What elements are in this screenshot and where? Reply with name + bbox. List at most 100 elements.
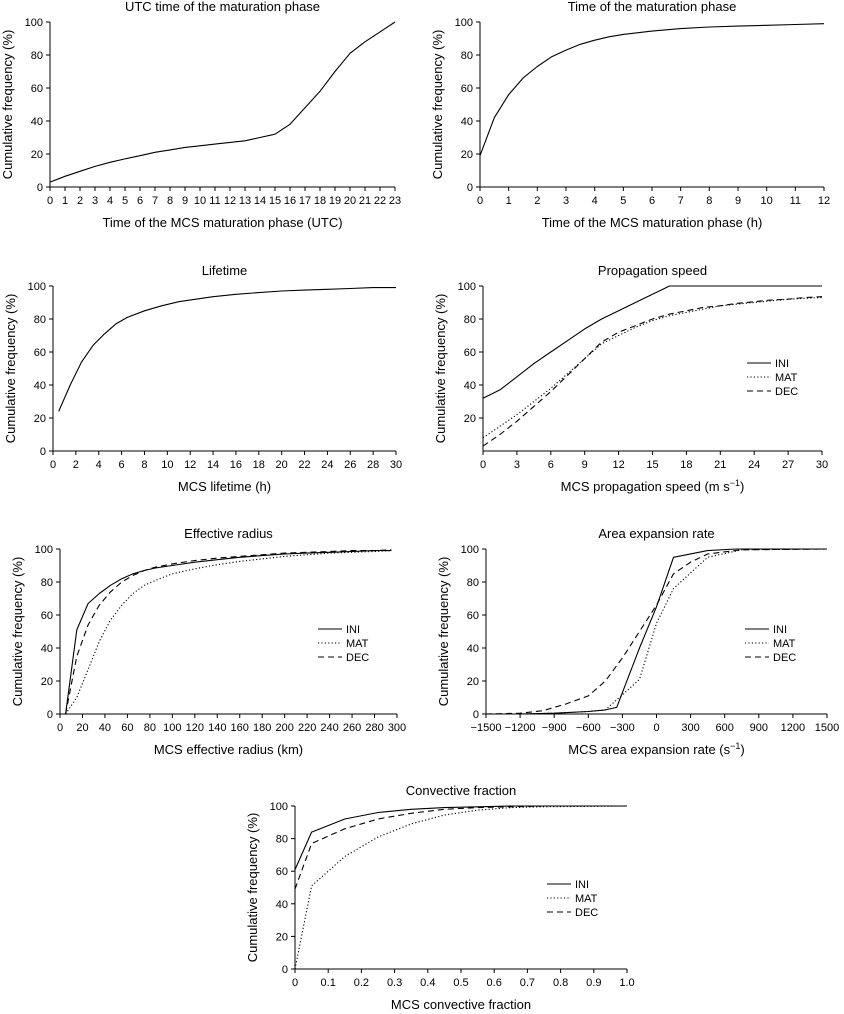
series-line-ini: [486, 548, 827, 715]
x-tick-label: 0.4: [420, 977, 435, 989]
x-tick-label: 4: [107, 195, 113, 207]
x-tick-label: 3: [563, 195, 569, 207]
legend: INI MAT DEC: [318, 624, 369, 664]
x-tick-label: 260: [343, 722, 361, 734]
y-tick-label: 20: [467, 676, 479, 688]
x-tick-label: 27: [782, 459, 794, 471]
y-tick-label: 40: [276, 899, 288, 911]
y-axis-label: Cumulative frequency (%): [436, 557, 451, 707]
chart-title: UTC time of the maturation phase: [125, 0, 320, 14]
x-tick-label: 120: [186, 722, 204, 734]
y-tick-label: 80: [41, 577, 53, 589]
x-tick-label: 220: [298, 722, 316, 734]
y-tick-label: 60: [276, 866, 288, 878]
x-tick-label: 2: [77, 195, 83, 207]
x-tick-label: 240: [320, 722, 338, 734]
x-tick-label: −1200: [505, 722, 536, 734]
x-tick-label: 7: [152, 195, 158, 207]
x-tick-label: −600: [576, 722, 601, 734]
x-tick-label: 15: [269, 195, 281, 207]
x-tick-label: 1200: [781, 722, 805, 734]
y-tick-label: 80: [464, 314, 476, 326]
legend: INI MAT DEC: [747, 358, 798, 398]
x-axis-label-text: MCS lifetime (h): [178, 479, 271, 494]
x-tick-label: 5: [620, 195, 626, 207]
x-tick-label: 9: [735, 195, 741, 207]
x-tick-label: 8: [141, 459, 147, 471]
legend-label-mat: MAT: [775, 372, 798, 384]
chart-mat: Time of the maturation phase020406080100…: [430, 0, 830, 230]
x-tick-label: 1: [62, 195, 68, 207]
y-tick-label: 80: [34, 314, 46, 326]
x-tick-label: 10: [194, 195, 206, 207]
x-tick-label: 9: [582, 459, 588, 471]
y-tick-label: 20: [34, 413, 46, 425]
x-tick-label: 1: [506, 195, 512, 207]
x-tick-label: 18: [680, 459, 692, 471]
x-tick-label: 30: [390, 459, 402, 471]
series-line-mat: [65, 550, 392, 715]
x-tick-label: 0.3: [387, 977, 402, 989]
x-tick-label: 16: [230, 459, 242, 471]
x-tick-label: 22: [374, 195, 386, 207]
legend-label-ini: INI: [346, 624, 360, 636]
legend: INI MAT DEC: [745, 624, 796, 664]
x-axis-label-tail: ): [740, 479, 744, 494]
x-tick-label: 0.7: [520, 977, 535, 989]
legend-label-dec: DEC: [575, 907, 598, 919]
y-tick-label: 40: [467, 643, 479, 655]
series-line-mat: [486, 548, 828, 715]
x-tick-label: 140: [208, 722, 226, 734]
x-tick-label: 14: [207, 459, 219, 471]
x-tick-label: 11: [209, 195, 220, 207]
x-tick-label: 0.5: [453, 977, 468, 989]
y-tick-label: 100: [455, 17, 473, 29]
x-tick-label: 10: [161, 459, 173, 471]
x-tick-label: 6: [649, 195, 655, 207]
x-axis-label-text: MCS area expansion rate (s: [568, 742, 730, 757]
x-tick-label: −900: [542, 722, 567, 734]
x-tick-label: 11: [790, 195, 801, 207]
y-tick-label: 40: [464, 380, 476, 392]
x-axis-label: MCS effective radius (km): [154, 742, 303, 757]
y-tick-label: 20: [276, 931, 288, 943]
x-tick-label: 160: [231, 722, 249, 734]
x-tick-label: 5: [122, 195, 128, 207]
series-line-dec: [65, 549, 392, 715]
x-axis-label-text: MCS convective fraction: [391, 997, 531, 1012]
x-tick-label: −300: [610, 722, 635, 734]
y-tick-label: 80: [461, 50, 473, 62]
chart-title: Time of the maturation phase: [568, 0, 737, 14]
y-tick-label: 80: [467, 577, 479, 589]
legend-label-dec: DEC: [346, 652, 369, 664]
y-axis-label: Cumulative frequency (%): [430, 30, 445, 180]
legend-label-dec: DEC: [773, 652, 796, 664]
x-tick-label: 14: [254, 195, 266, 207]
y-tick-label: 40: [461, 116, 473, 128]
x-tick-label: 28: [367, 459, 379, 471]
x-tick-label: 200: [275, 722, 293, 734]
x-tick-label: 10: [761, 195, 773, 207]
x-tick-label: 30: [816, 459, 828, 471]
y-tick-label: 0: [47, 709, 53, 721]
y-tick-label: 40: [31, 116, 43, 128]
legend-label-mat: MAT: [773, 638, 796, 650]
x-tick-label: 300: [681, 722, 699, 734]
x-axis-label-superscript: −1: [730, 741, 740, 751]
x-tick-label: 18: [253, 459, 265, 471]
y-axis-label: Cumulative frequency (%): [0, 30, 15, 180]
x-tick-label: 0: [477, 195, 483, 207]
x-tick-label: 2: [534, 195, 540, 207]
y-tick-label: 0: [282, 964, 288, 976]
y-axis-label: Cumulative frequency (%): [10, 557, 25, 707]
x-tick-label: 80: [144, 722, 156, 734]
x-tick-label: 0: [57, 722, 63, 734]
y-axis-label: Cumulative frequency (%): [245, 813, 260, 963]
x-tick-label: 6: [119, 459, 125, 471]
x-axis-label-text: Time of the MCS maturation phase (h): [542, 215, 763, 230]
x-tick-label: 24: [748, 459, 760, 471]
legend-label-ini: INI: [773, 624, 787, 636]
series-line-ini: [294, 805, 627, 870]
